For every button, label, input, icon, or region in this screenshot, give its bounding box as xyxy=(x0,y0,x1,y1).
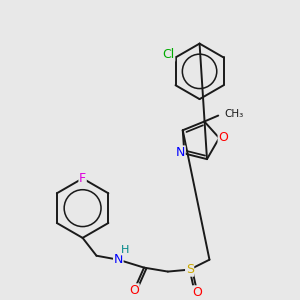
Text: O: O xyxy=(129,284,139,297)
Text: CH₃: CH₃ xyxy=(224,109,243,118)
Text: O: O xyxy=(193,286,202,299)
Text: S: S xyxy=(186,263,194,276)
Text: N: N xyxy=(114,253,123,266)
Text: Cl: Cl xyxy=(163,48,175,61)
Text: F: F xyxy=(79,172,86,185)
Text: N: N xyxy=(176,146,185,159)
Text: H: H xyxy=(121,245,129,255)
Text: O: O xyxy=(218,131,228,145)
